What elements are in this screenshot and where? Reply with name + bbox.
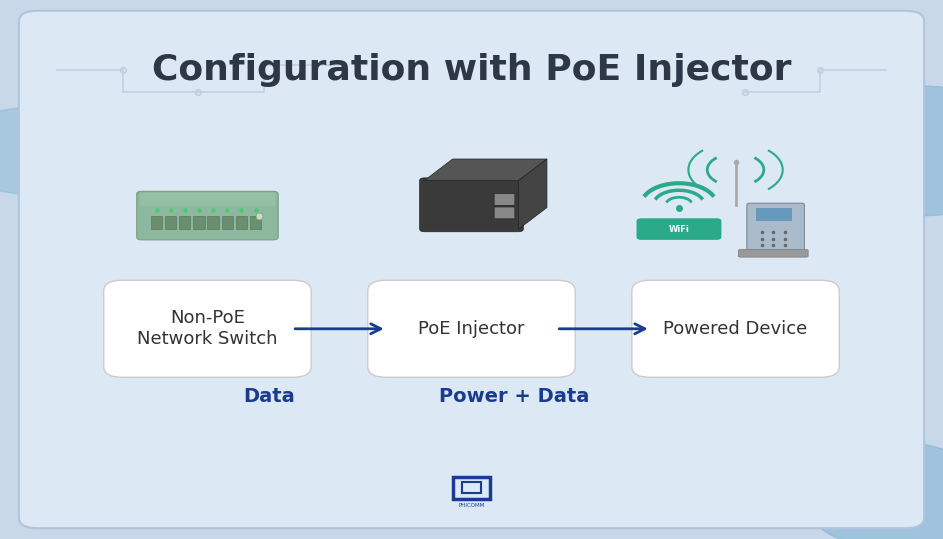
FancyBboxPatch shape xyxy=(179,216,190,229)
Text: PHICOMM: PHICOMM xyxy=(458,503,485,508)
Circle shape xyxy=(0,108,104,194)
FancyBboxPatch shape xyxy=(19,11,924,528)
FancyBboxPatch shape xyxy=(193,216,205,229)
Circle shape xyxy=(802,442,943,539)
FancyBboxPatch shape xyxy=(747,203,804,255)
Text: Power + Data: Power + Data xyxy=(438,386,589,406)
Text: Data: Data xyxy=(243,386,294,406)
FancyBboxPatch shape xyxy=(368,280,575,377)
FancyBboxPatch shape xyxy=(165,216,176,229)
Text: Configuration with PoE Injector: Configuration with PoE Injector xyxy=(152,53,791,87)
FancyBboxPatch shape xyxy=(738,250,808,257)
FancyBboxPatch shape xyxy=(207,216,219,229)
FancyBboxPatch shape xyxy=(236,216,247,229)
FancyBboxPatch shape xyxy=(632,280,839,377)
FancyBboxPatch shape xyxy=(137,191,278,240)
FancyBboxPatch shape xyxy=(140,193,275,206)
FancyBboxPatch shape xyxy=(756,208,792,221)
FancyBboxPatch shape xyxy=(151,216,162,229)
FancyBboxPatch shape xyxy=(222,216,233,229)
Text: WiFi: WiFi xyxy=(669,225,689,233)
FancyBboxPatch shape xyxy=(494,194,515,205)
Text: Non-PoE
Network Switch: Non-PoE Network Switch xyxy=(138,309,277,348)
Text: PoE Injector: PoE Injector xyxy=(419,320,524,338)
FancyBboxPatch shape xyxy=(637,218,721,240)
FancyBboxPatch shape xyxy=(420,178,523,232)
Circle shape xyxy=(811,86,943,216)
FancyBboxPatch shape xyxy=(494,207,515,219)
FancyBboxPatch shape xyxy=(250,216,261,229)
Text: Powered Device: Powered Device xyxy=(664,320,807,338)
Polygon shape xyxy=(519,159,547,229)
Polygon shape xyxy=(424,159,547,181)
FancyBboxPatch shape xyxy=(104,280,311,377)
